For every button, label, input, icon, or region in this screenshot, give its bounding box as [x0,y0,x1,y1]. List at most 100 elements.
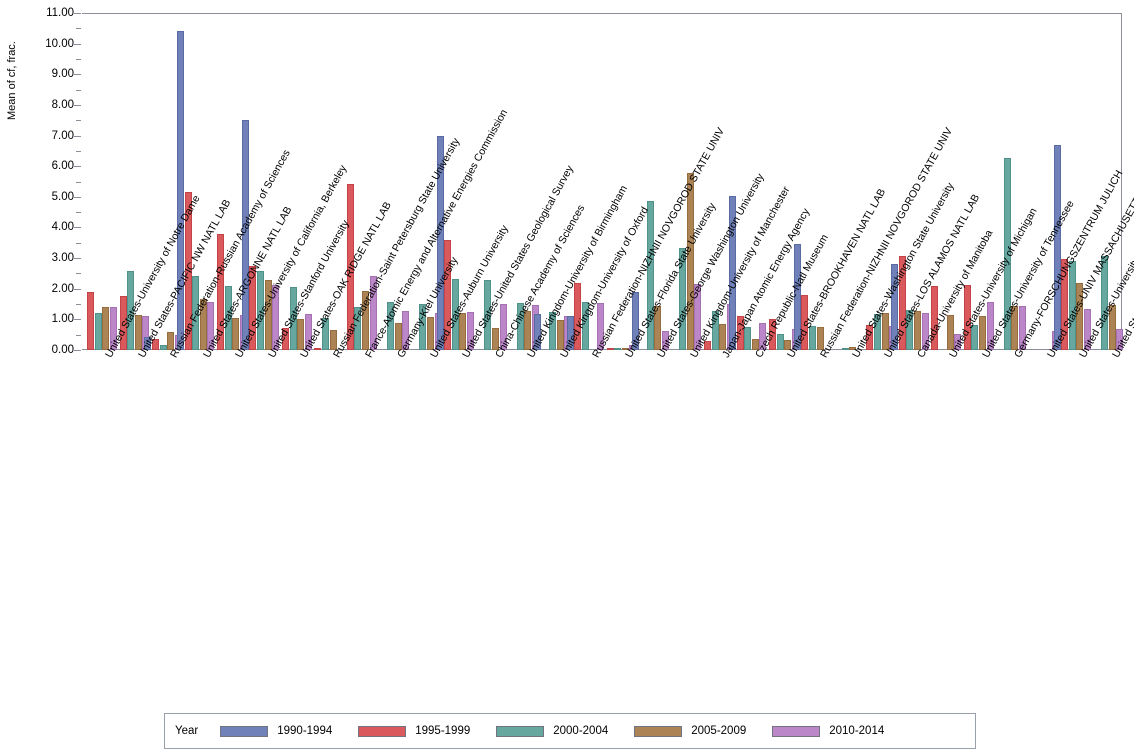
bar [491,327,499,350]
bar [873,313,881,350]
bar-group [891,13,929,350]
bar [192,275,200,350]
y-tick-label: 0.00 [51,344,74,356]
bar-group [176,13,215,350]
bar [249,265,257,350]
bar [946,315,954,350]
bar [369,275,377,350]
bar [217,234,224,350]
bar [556,320,564,350]
bar [621,347,629,350]
bar-group [241,13,280,350]
bar-group [436,13,475,350]
bar [686,173,694,350]
bar [87,291,95,350]
bar [549,311,557,350]
bar [711,311,719,350]
legend-label: 1990-1994 [277,725,333,737]
bar [596,303,604,350]
bar [467,312,475,350]
bar [1101,255,1109,350]
bar [704,340,712,350]
bar [102,307,110,350]
legend-label: 2010-2014 [829,725,885,737]
bar [1019,305,1027,350]
legend-label: 2005-2009 [691,725,747,737]
bar [534,314,542,350]
y-tick-mark-minor [76,212,81,214]
bar [127,270,135,350]
y-tick-mark [74,227,81,229]
bar [1076,282,1084,350]
legend-title: Year [175,725,199,737]
bar [816,326,824,350]
bar-group [664,13,702,350]
bar [978,316,986,350]
bar [751,338,759,350]
bar [906,310,914,350]
y-tick-mark-minor [76,150,81,152]
bar [281,327,289,350]
bar [362,290,370,350]
bar-group [307,13,344,350]
y-tick-label: 8.00 [51,98,74,111]
bar [719,323,727,350]
bar [631,292,639,350]
y-tick-label: 7.00 [51,129,74,142]
y-tick-label: 5.00 [51,190,74,203]
bar [451,278,459,350]
bar [329,329,337,350]
bar [257,271,265,350]
y-tick-label: 2.00 [51,282,74,295]
bar [524,310,532,350]
legend-items: 1990-1994 1995-1999 2000-2004 2005-2009 2010… [220,725,910,737]
bar [394,323,402,350]
bar-group [339,13,377,350]
legend-item[interactable]: 2005-2009 [634,725,746,737]
bar [119,296,127,350]
legend-item[interactable]: 1990-1994 [220,725,332,737]
y-tick-label: 6.00 [51,160,74,173]
y-tick-mark-minor [76,120,81,122]
y-tick-label: 3.00 [51,252,74,265]
y-tick-mark-minor [76,58,81,60]
bar [614,347,622,350]
bar [241,120,249,350]
legend-item[interactable]: 1995-1999 [358,725,470,737]
bar [297,318,305,350]
bar [134,315,142,350]
bar-group [372,13,410,350]
y-tick-mark-minor [76,242,81,244]
y-tick-label: 10.00 [45,37,74,50]
bar-group [1086,13,1124,350]
y-tick-mark [74,350,81,351]
x-axis-labels: United States-University of Notre Dame Un… [0,107,1134,612]
y-tick-mark-minor [76,334,81,336]
bar [768,318,776,350]
bar [1068,261,1076,350]
bar [866,324,874,350]
y-tick-label: 9.00 [51,68,74,81]
bar [436,135,444,350]
y-tick-mark-minor [76,304,81,306]
bar [386,301,394,350]
bar [971,324,979,350]
bar-group [826,13,863,350]
bar [199,298,207,350]
y-tick-label: 1.00 [51,313,74,326]
legend-swatch [634,725,683,737]
bar [1061,258,1069,350]
bar [801,294,809,350]
bar [809,326,817,350]
bar [921,313,929,350]
bar [272,285,280,350]
y-tick-mark-minor [76,28,81,30]
bar [679,247,687,350]
legend-item[interactable]: 2010-2014 [772,725,884,737]
bar-group [989,13,1027,350]
bar-group [924,13,962,350]
y-tick-mark [74,258,81,260]
legend-item[interactable]: 2000-2004 [496,725,608,737]
bar [1083,309,1091,350]
